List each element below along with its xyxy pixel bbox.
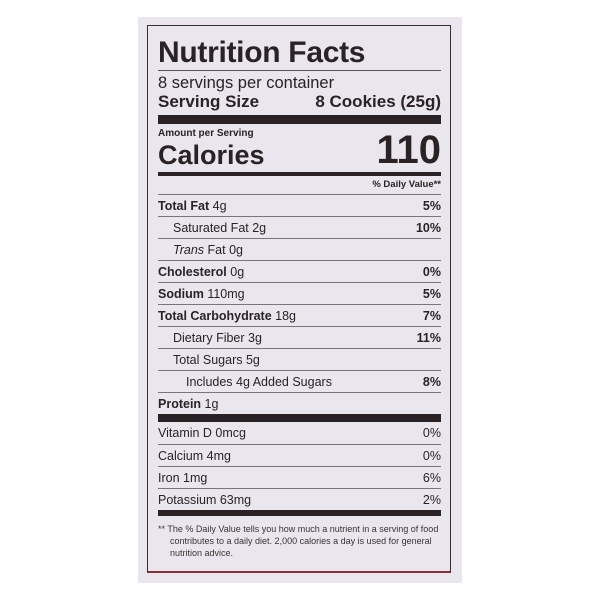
nutrient-label-suffix: Fat [204,243,226,257]
nutrient-daily-value: 10% [415,221,441,235]
nutrient-amount: 5g [245,353,260,367]
vitamin-daily-value: 0% [422,449,441,463]
nutrition-facts-label: Nutrition Facts 8 servings per container… [147,25,451,573]
nutrient-daily-value: 0% [422,265,441,279]
nutrient-daily-value: 5% [422,287,441,301]
nutrient-label: Cholesterol [158,265,227,279]
nutrient-name: Trans Fat 0g [173,239,243,260]
vitamin-name: Vitamin D 0mcg [158,426,246,440]
nutrient-amount: 0g [229,243,243,257]
nutrient-name: Sodium 110mg [158,283,245,304]
nutrient-daily-value: 11% [416,331,441,345]
vitamin-list: Vitamin D 0mcg 0% Calcium 4mg 0% Iron 1mg 6% P… [158,422,441,510]
nutrient-row: Cholesterol 0g 0% [158,260,441,282]
nutrient-name: Includes 4g Added Sugars [186,371,332,392]
vitamin-daily-value: 6% [422,471,441,485]
divider [158,70,441,71]
calories-value: 110 [376,128,441,172]
nutrient-label: Total Carbohydrate [158,309,272,323]
nutrient-amount: 4g [212,199,227,213]
nutrient-name: Total Carbohydrate 18g [158,305,296,326]
vitamin-daily-value: 0% [422,426,441,440]
vitamin-row: Vitamin D 0mcg 0% [158,422,441,444]
daily-value-header: % Daily Value** [372,179,441,190]
thick-divider [158,115,441,124]
nutrient-list: Total Fat 4g 5% Saturated Fat 2g 10% Trans F… [158,194,441,414]
nutrient-amount: 3g [248,331,262,345]
label-title: Nutrition Facts [158,36,366,69]
calories-label: Calories [158,140,265,170]
nutrient-row: Trans Fat 0g [158,238,441,260]
nutrient-label: Total Fat [158,199,210,213]
nutrient-amount: 18g [275,309,297,323]
nutrient-amount: 0g [230,265,245,279]
nutrient-label: Includes 4g Added Sugars [186,375,332,389]
nutrient-label: Dietary Fiber [173,331,245,345]
calories-row: Calories 110 [158,128,441,172]
serving-size-value: 8 Cookies (25g) [315,92,441,111]
nutrient-row: Protein 1g [158,392,441,414]
nutrient-label: Total Sugars [173,353,243,367]
nutrient-name: Total Fat 4g [158,195,227,216]
nutrient-row: Total Fat 4g 5% [158,194,441,216]
nutrient-amount: 110mg [207,287,245,301]
medium-divider [158,510,441,516]
nutrient-label: Saturated Fat [173,221,249,235]
nutrient-daily-value: 8% [422,375,441,389]
nutrient-label: Sodium [158,287,204,301]
nutrient-row: Saturated Fat 2g 10% [158,216,441,238]
vitamin-row: Calcium 4mg 0% [158,444,441,466]
serving-size: Serving Size 8 Cookies (25g) [158,92,441,111]
thick-divider [158,414,441,422]
nutrient-label: Trans [173,243,205,257]
vitamin-name: Potassium 63mg [158,493,252,507]
nutrient-amount: 1g [204,397,219,411]
nutrient-amount: 2g [252,221,267,235]
nutrient-row: Total Carbohydrate 18g 7% [158,304,441,326]
nutrient-name: Protein 1g [158,393,218,414]
nutrient-row: Includes 4g Added Sugars 8% [158,370,441,392]
footnote: ** The % Daily Value tells you how much … [158,524,439,558]
medium-divider [158,172,441,176]
nutrient-row: Total Sugars 5g [158,348,441,370]
nutrient-label: Protein [158,397,202,411]
nutrient-daily-value: 5% [422,199,441,213]
nutrient-name: Cholesterol 0g [158,261,244,282]
vitamin-row: Iron 1mg 6% [158,466,441,488]
vitamin-name: Iron 1mg [158,471,208,485]
vitamin-name: Calcium 4mg [158,449,231,463]
nutrient-name: Saturated Fat 2g [173,217,266,238]
nutrient-name: Total Sugars 5g [173,349,260,370]
servings-per-container: 8 servings per container [158,74,335,92]
nutrient-row: Dietary Fiber 3g 11% [158,326,441,348]
serving-size-label: Serving Size [158,92,260,111]
vitamin-daily-value: 2% [422,493,441,507]
vitamin-row: Potassium 63mg 2% [158,488,441,510]
nutrient-name: Dietary Fiber 3g [173,327,262,348]
nutrient-row: Sodium 110mg 5% [158,282,441,304]
amount-per-serving: Amount per Serving [158,128,254,139]
nutrient-daily-value: 7% [422,309,441,323]
